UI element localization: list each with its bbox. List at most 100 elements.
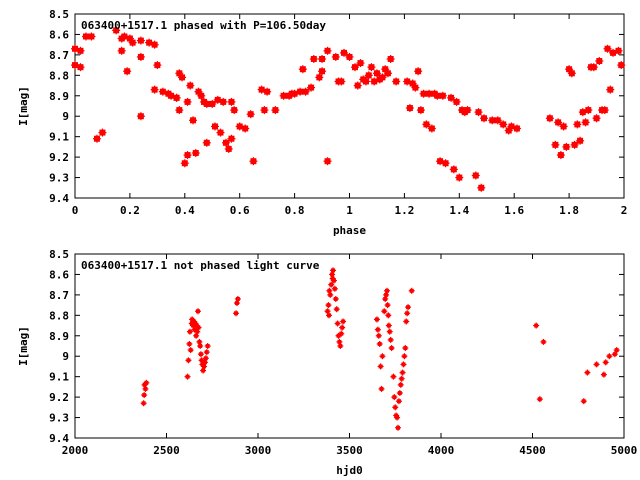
data-point — [230, 106, 238, 114]
data-point — [464, 106, 472, 114]
data-point — [367, 63, 375, 71]
data-point — [606, 86, 614, 94]
data-point — [310, 55, 318, 63]
x-tick-label: 0.2 — [120, 204, 140, 217]
data-point — [414, 67, 422, 75]
data-point — [175, 106, 183, 114]
data-point — [324, 157, 332, 165]
x-tick-label: 4000 — [428, 444, 455, 457]
data-point — [546, 114, 554, 122]
data-point — [263, 88, 271, 96]
x-tick-label: 1.8 — [559, 204, 579, 217]
data-point — [318, 55, 326, 63]
y-tick-label: 9 — [62, 350, 69, 363]
y-tick-label: 9.3 — [49, 172, 69, 185]
data-point — [593, 114, 601, 122]
y-tick-label: 8.5 — [49, 8, 69, 21]
data-point — [595, 57, 603, 65]
data-point — [153, 61, 161, 69]
data-point — [260, 106, 268, 114]
data-point — [324, 47, 332, 55]
data-point — [137, 37, 145, 45]
data-point — [615, 47, 623, 55]
data-point — [76, 63, 84, 71]
x-tick-label: 3000 — [245, 444, 272, 457]
data-point — [173, 94, 181, 102]
data-point — [513, 124, 521, 132]
data-point — [590, 63, 598, 71]
x-tick-label: 0 — [72, 204, 79, 217]
y-tick-label: 8.6 — [49, 268, 69, 281]
x-tick-label: 0.6 — [230, 204, 250, 217]
data-point — [417, 106, 425, 114]
data-point — [346, 53, 354, 61]
data-point — [299, 65, 307, 73]
data-point — [356, 59, 364, 67]
x-tick-label: 1 — [346, 204, 353, 217]
x-tick-label: 2500 — [153, 444, 180, 457]
data-point — [93, 135, 101, 143]
data-point — [584, 106, 592, 114]
data-point — [551, 141, 559, 149]
data-point — [365, 71, 373, 79]
data-point — [562, 143, 570, 151]
data-point — [560, 122, 568, 130]
data-point — [203, 139, 211, 147]
data-point — [332, 53, 340, 61]
y-tick-label: 8.9 — [49, 330, 69, 343]
y-tick-label: 9.1 — [49, 371, 69, 384]
y-tick-label: 8.9 — [49, 90, 69, 103]
x-tick-label: 5000 — [611, 444, 638, 457]
data-point — [573, 120, 581, 128]
y-tick-label: 9.4 — [49, 432, 69, 445]
data-point — [151, 86, 159, 94]
data-point — [475, 108, 483, 116]
data-point — [76, 47, 84, 55]
y-tick-label: 9.2 — [49, 151, 69, 164]
data-point — [178, 73, 186, 81]
y-tick-label: 8.8 — [49, 309, 69, 322]
y-tick-label: 8.8 — [49, 69, 69, 82]
data-point — [227, 98, 235, 106]
y-tick-label: 9.4 — [49, 192, 69, 205]
x-axis-label: phase — [333, 224, 366, 237]
data-point — [439, 92, 447, 100]
data-point — [186, 82, 194, 90]
x-tick-label: 2 — [621, 204, 628, 217]
data-point — [137, 112, 145, 120]
x-axis-label: hjd0 — [336, 464, 363, 477]
y-axis-label: I[mag] — [17, 86, 30, 126]
data-point — [247, 110, 255, 118]
data-point — [227, 135, 235, 143]
data-point — [271, 106, 279, 114]
data-point — [576, 137, 584, 145]
data-point — [184, 98, 192, 106]
data-point — [472, 172, 480, 180]
data-point — [216, 129, 224, 137]
data-point — [480, 114, 488, 122]
chart-title: 063400+1517.1 not phased light curve — [81, 259, 320, 272]
data-point — [617, 61, 625, 69]
data-point — [337, 77, 345, 85]
data-point — [453, 98, 461, 106]
data-point — [241, 124, 249, 132]
data-point — [129, 39, 137, 47]
data-point — [411, 84, 419, 92]
data-point — [428, 124, 436, 132]
data-point — [181, 159, 189, 167]
data-point — [387, 55, 395, 63]
x-tick-label: 4500 — [519, 444, 546, 457]
data-point — [225, 145, 233, 153]
chart-title: 063400+1517.1 phased with P=106.50day — [81, 19, 326, 32]
data-point — [499, 120, 507, 128]
data-point — [582, 118, 590, 126]
x-tick-label: 0.4 — [175, 204, 195, 217]
data-point — [601, 106, 609, 114]
y-tick-label: 8.6 — [49, 28, 69, 41]
data-point — [392, 77, 400, 85]
x-tick-label: 0.8 — [285, 204, 305, 217]
data-point — [384, 69, 392, 77]
data-point — [87, 32, 95, 40]
x-tick-label: 2000 — [62, 444, 89, 457]
data-point — [219, 98, 227, 106]
